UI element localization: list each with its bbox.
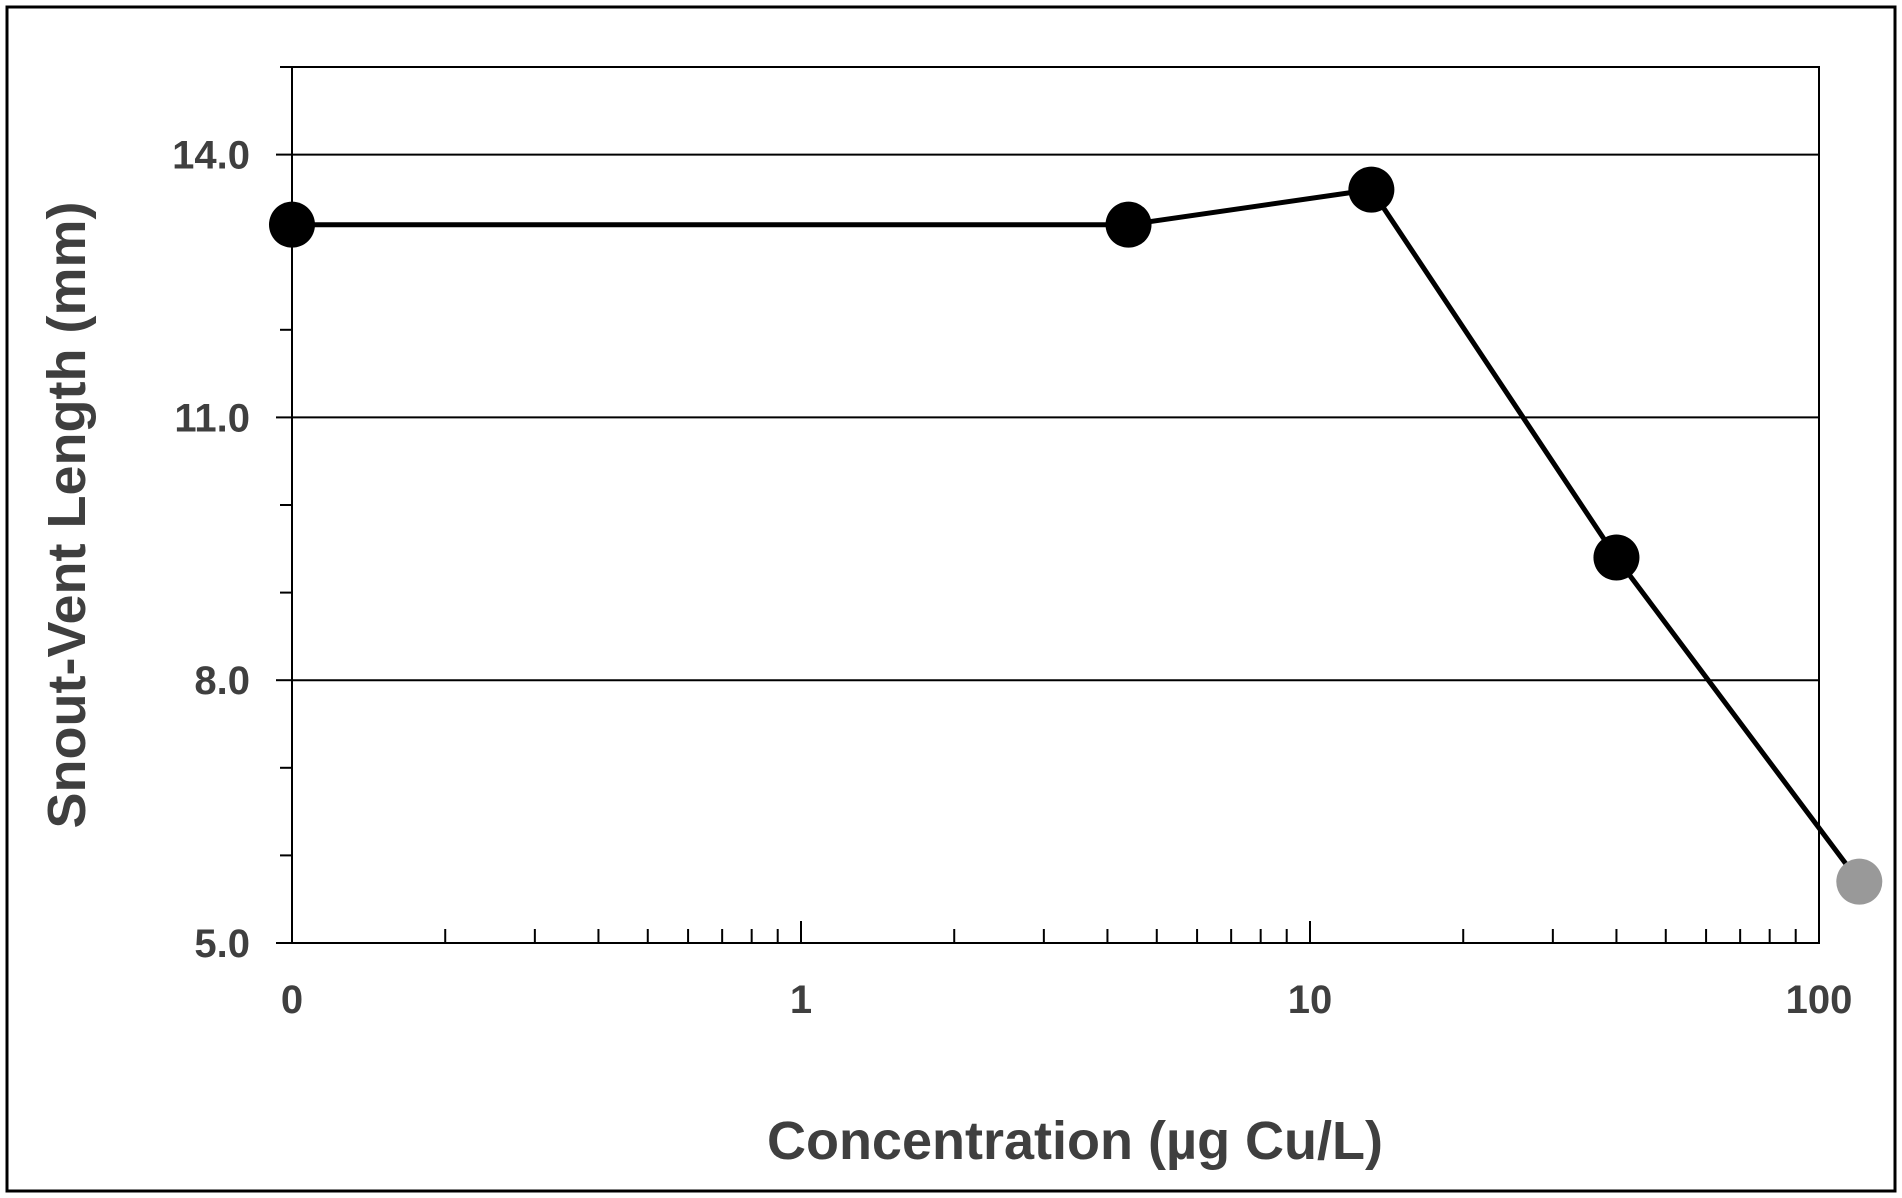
data-point (269, 201, 315, 248)
x-axis-title: Concentration (µg Cu/L) (767, 1111, 1383, 1171)
x-tick-label: 100 (1786, 978, 1853, 1022)
plot-area (291, 66, 1820, 944)
x-tick-label: 0 (281, 978, 303, 1022)
x-tick-label: 1 (790, 978, 812, 1022)
x-tick-label: 10 (1288, 978, 1333, 1022)
gridlines (292, 153, 1819, 682)
data-point (1836, 858, 1883, 905)
data-point (1593, 534, 1640, 581)
y-tick-label: 8.0 (194, 659, 250, 703)
axis-ticks (276, 66, 1820, 944)
data-point (1348, 166, 1395, 213)
series-points (269, 166, 1883, 905)
y-tick-label: 14.0 (172, 134, 250, 178)
y-tick-labels: 5.0 8.0 11.0 14.0 (172, 134, 250, 966)
y-axis-title: Snout-Vent Length (mm) (37, 202, 97, 829)
x-tick-labels: 0 1 10 100 (281, 978, 1853, 1022)
y-tick-label: 11.0 (174, 396, 250, 440)
y-tick-label: 5.0 (194, 922, 250, 966)
data-point (1105, 201, 1152, 248)
